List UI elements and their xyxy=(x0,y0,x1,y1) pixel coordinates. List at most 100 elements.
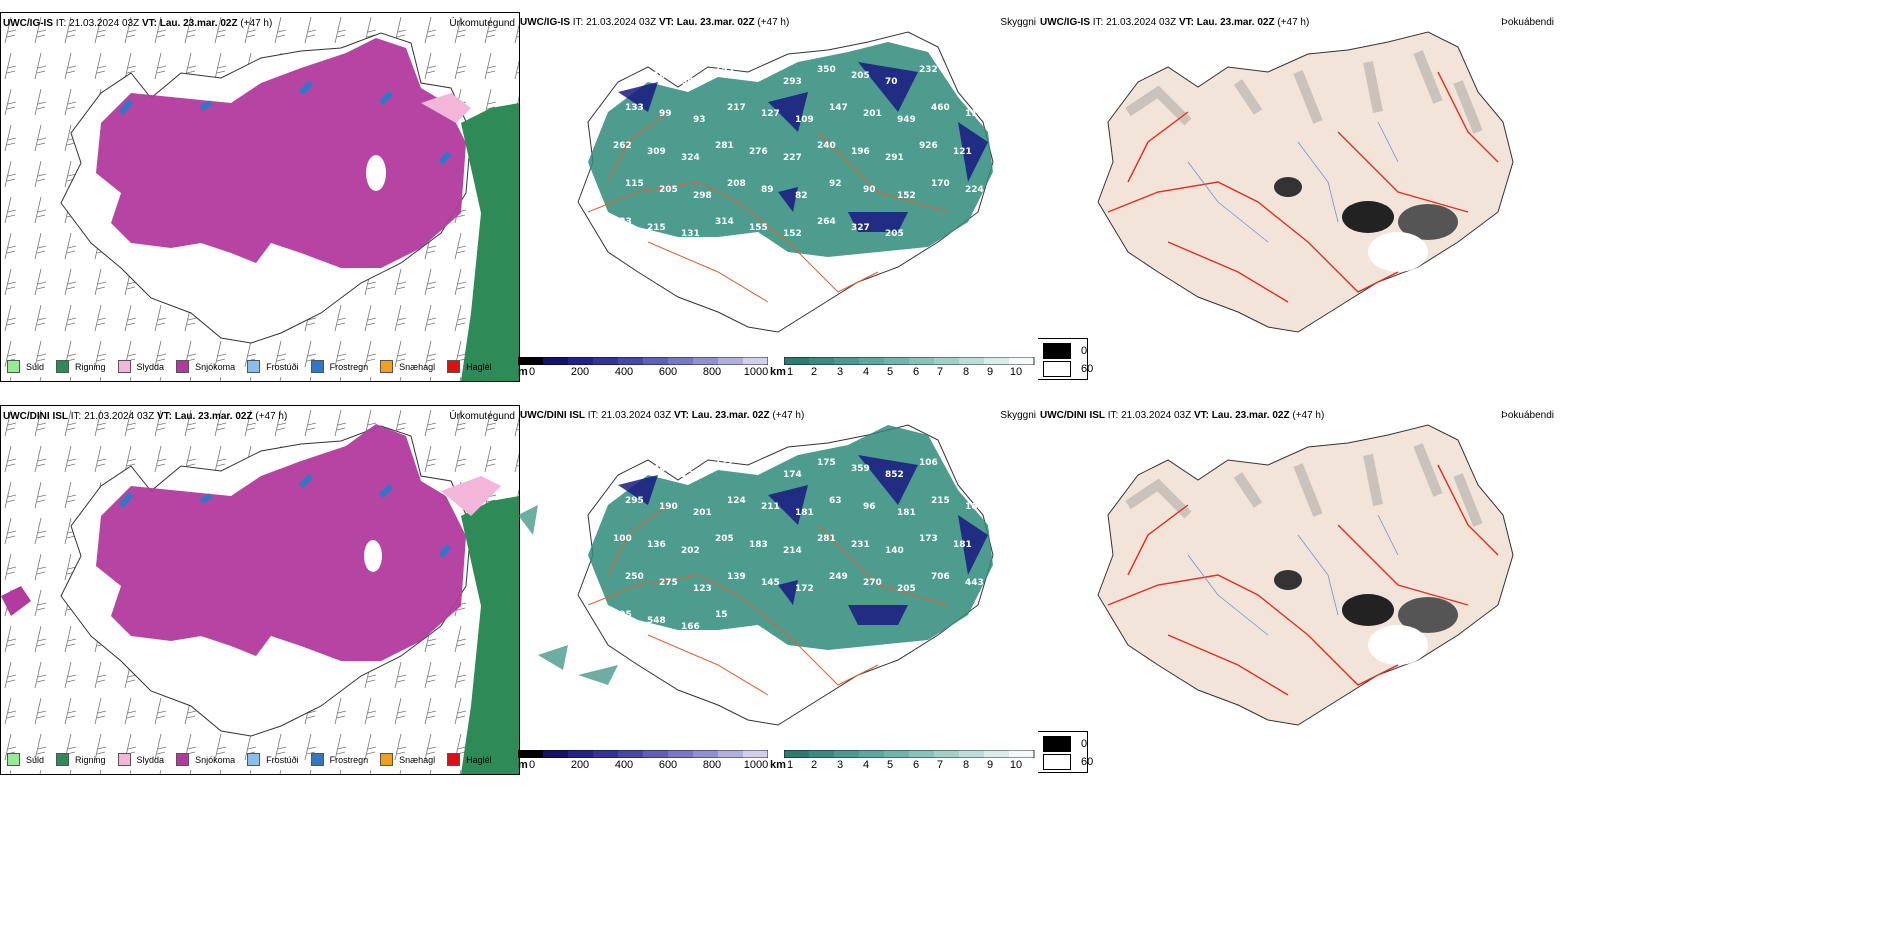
legend-item-sudd: Súld xyxy=(7,753,44,766)
cbar-high-tick: 8 xyxy=(962,759,970,771)
fog-swatch-black xyxy=(1043,736,1071,752)
cloud-base-label: 293 xyxy=(783,77,802,87)
row2-precip-legend: Súld Rigning Slydda Snjókoma Frostúði Fr… xyxy=(7,753,492,766)
fog-legend-row: 60 xyxy=(1043,754,1093,770)
row1-cbar-low-bar xyxy=(518,357,768,365)
cloud-base-label: 124 xyxy=(727,496,746,506)
cloud-base-label: 139 xyxy=(727,572,746,582)
cloud-base-label: 949 xyxy=(897,115,916,125)
cloud-base-label: 133 xyxy=(625,103,644,113)
cbar-high-tick: 6 xyxy=(912,366,920,378)
cloud-base-label: 181 xyxy=(795,508,814,518)
cloud-base-label: 100 xyxy=(613,534,632,544)
cloud-base-label: 149 xyxy=(749,464,768,474)
cloud-base-label: 295 xyxy=(613,610,632,620)
cloud-base-label: 264 xyxy=(817,217,836,227)
cloud-base-label: 281 xyxy=(715,141,734,151)
cbar-high-tick: 3 xyxy=(836,759,844,771)
cbar-low-tick: 1000 xyxy=(743,759,769,771)
legend-item-slydda: Slydda xyxy=(117,360,164,373)
cloud-base-label: 240 xyxy=(817,141,836,151)
cloud-base-label: 201 xyxy=(693,508,712,518)
row1-precip-title: UWC/IG-IS IT: 21.03.2024 03Z VT: Lau. 23… xyxy=(3,18,273,29)
cloud-base-label: 276 xyxy=(749,147,768,157)
legend-swatch-frostudi xyxy=(247,360,261,373)
legend-swatch-snaehagl xyxy=(380,753,394,766)
cloud-base-label: 291 xyxy=(885,153,904,163)
fog-legend-row: 0 xyxy=(1043,736,1087,752)
legend-item-rigning: Rigning xyxy=(56,753,106,766)
cloud-base-label: 350 xyxy=(817,65,836,75)
cloud-base-label: 152 xyxy=(783,229,802,239)
cloud-base-label: 202 xyxy=(681,546,700,556)
cbar-low-tick: 600 xyxy=(658,759,678,771)
cbar-low-tick: 800 xyxy=(702,759,722,771)
fog-swatch-white xyxy=(1043,361,1071,377)
row2-cbar-high-bar xyxy=(784,750,1035,758)
cloud-base-label: 359 xyxy=(851,464,870,474)
row1-cloud-type-label: Skyggni xyxy=(1000,17,1036,28)
cloud-base-label: 183 xyxy=(749,540,768,550)
legend-item-snaehagl: Snæhagl xyxy=(380,753,435,766)
cloud-base-label: 232 xyxy=(919,65,938,75)
cbar-high-tick: 1 xyxy=(786,759,794,771)
cbar-high-tick: 4 xyxy=(862,759,870,771)
legend-item-snjokoma: Snjókoma xyxy=(176,753,235,766)
cloud-base-label: 172 xyxy=(795,584,814,594)
legend-swatch-frostudi xyxy=(247,753,261,766)
cloud-base-label: 926 xyxy=(919,141,938,151)
row2-cloud-type-label: Skyggni xyxy=(1000,410,1036,421)
legend-item-rigning: Rigning xyxy=(56,360,106,373)
cbar-low-tick: 400 xyxy=(614,366,634,378)
cloud-base-label: 126 xyxy=(681,470,700,480)
row1-cloud-title: UWC/IG-IS IT: 21.03.2024 03Z VT: Lau. 23… xyxy=(520,17,790,28)
cloud-base-label: 211 xyxy=(761,502,780,512)
cloud-base-label: 15 xyxy=(715,610,728,620)
cloud-base-label: 144 xyxy=(647,464,666,474)
cloud-base-label: 131 xyxy=(681,229,700,239)
cbar-low-tick: 0 xyxy=(528,759,536,771)
legend-swatch-sudd xyxy=(7,360,20,373)
legend-swatch-snjokoma xyxy=(176,360,190,373)
row2-precip-title: UWC/DINI ISL IT: 21.03.2024 03Z VT: Lau.… xyxy=(3,411,288,422)
legend-swatch-rigning xyxy=(56,360,70,373)
cbar-high-tick: 7 xyxy=(936,366,944,378)
cloud-base-label: 250 xyxy=(625,572,644,582)
cloud-base-label: 147 xyxy=(829,103,848,113)
cbar-low-tick: 800 xyxy=(702,366,722,378)
row1-cbar-high-unit: km xyxy=(770,366,786,378)
cloud-base-label: 109 xyxy=(795,115,814,125)
cloud-base-label: 173 xyxy=(919,534,938,544)
cloud-base-label: 106 xyxy=(919,458,938,468)
cloud-base-label: 205 xyxy=(659,185,678,195)
cloud-base-label: 121 xyxy=(953,147,972,157)
cbar-low-tick: 200 xyxy=(570,759,590,771)
cloud-base-label: 136 xyxy=(647,540,666,550)
cbar-high-tick: 10 xyxy=(1009,759,1023,771)
cloud-base-label: 174 xyxy=(783,470,802,480)
row1-cbar-low-unit: m xyxy=(518,366,528,378)
legend-swatch-snaehagl xyxy=(380,360,394,373)
cloud-base-label: 227 xyxy=(783,153,802,163)
cloud-base-label: 205 xyxy=(897,584,916,594)
row1-fog-legend: 0 60 xyxy=(1038,338,1093,380)
row2-fog-map xyxy=(1097,424,1514,726)
legend-item-slydda: Slydda xyxy=(117,753,164,766)
cloud-base-label: 215 xyxy=(647,223,666,233)
legend-item-haglel: Haglél xyxy=(447,753,492,766)
row1-precip-legend: Súld Rigning Slydda Snjókoma Frostúði Fr… xyxy=(7,360,492,373)
cloud-base-label: 127 xyxy=(761,109,780,119)
cbar-high-tick: 8 xyxy=(962,366,970,378)
row2-cbar-low-bar xyxy=(518,750,768,758)
row1-precip-map xyxy=(1,13,519,381)
row2-cbar-low-unit: m xyxy=(518,759,528,771)
cloud-base-label: 99 xyxy=(659,109,672,119)
legend-swatch-slydda xyxy=(117,360,131,373)
cloud-base-label: 196 xyxy=(851,147,870,157)
cloud-base-label: 90 xyxy=(863,185,876,195)
cbar-high-tick: 1 xyxy=(786,366,794,378)
cloud-base-label: 153 xyxy=(715,65,734,75)
row2-cbar-high-unit: km xyxy=(770,759,786,771)
cloud-base-label: 181 xyxy=(953,540,972,550)
cbar-low-tick: 200 xyxy=(570,366,590,378)
